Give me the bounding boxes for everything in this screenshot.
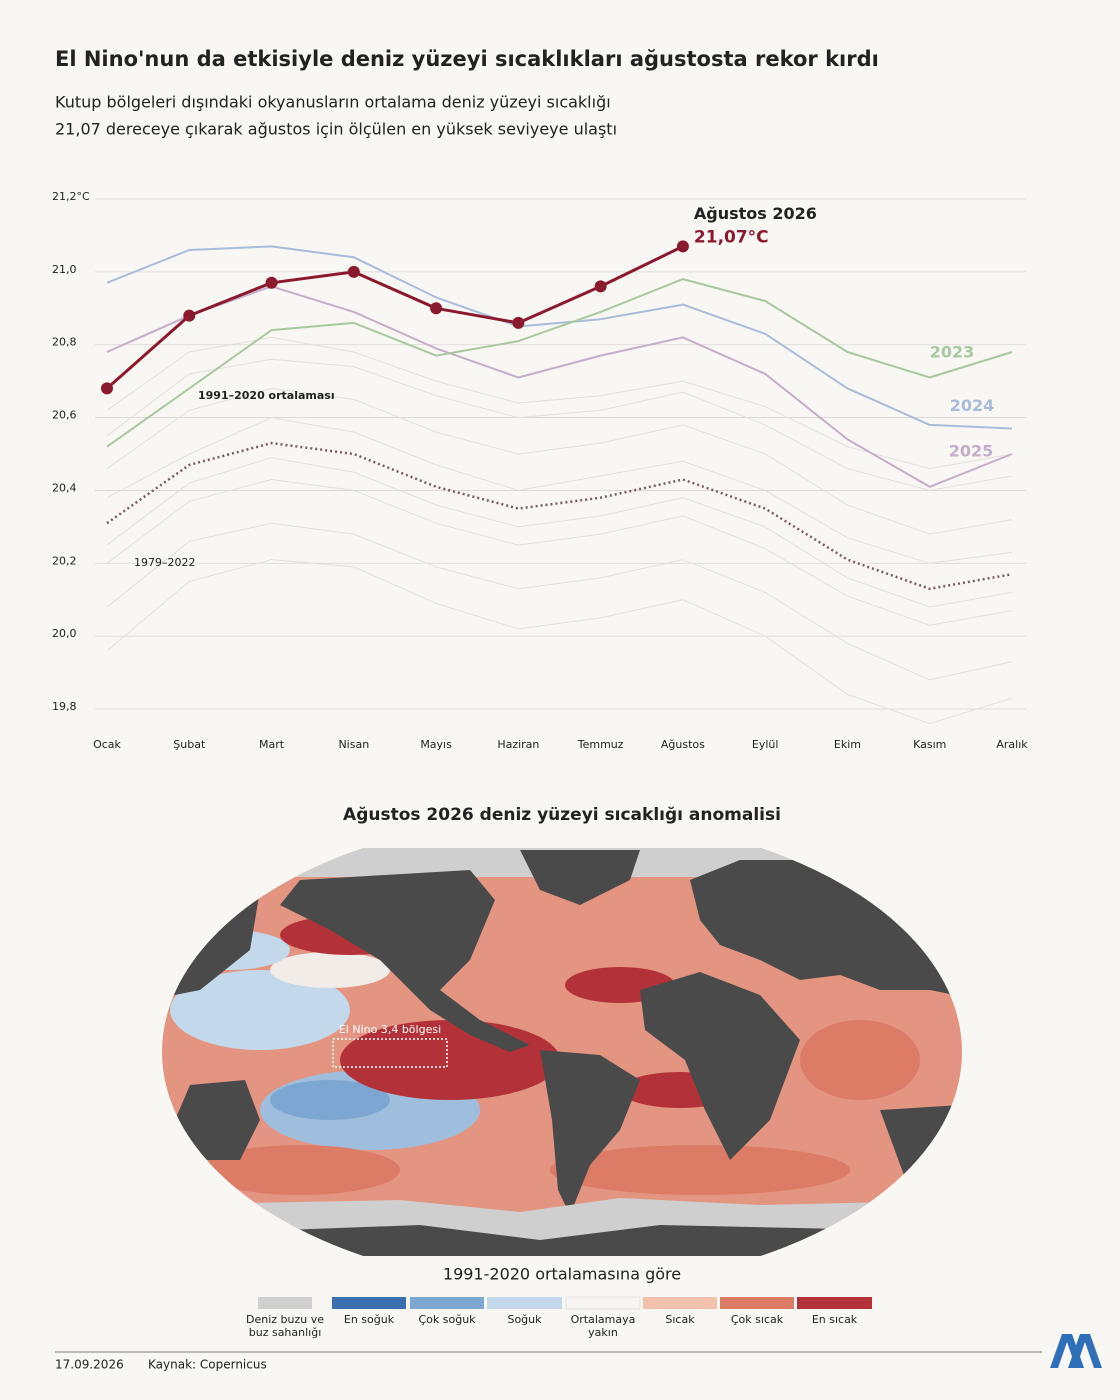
north-america — [280, 870, 530, 1052]
legend-swatch — [797, 1297, 872, 1309]
region-label: El Nino 3,4 bölgesi — [339, 1023, 441, 1036]
source: Kaynak: Copernicus — [148, 1358, 267, 1372]
y-tick-label: 20,6 — [52, 409, 77, 422]
y-tick-label: 19,8 — [52, 700, 77, 713]
legend-label: Sıcak — [665, 1313, 695, 1326]
legend-swatch — [565, 1296, 641, 1310]
antarctica — [162, 1225, 962, 1256]
warm-patch — [550, 1145, 850, 1195]
title: El Nino'nun da etkisiyle deniz yüzeyi sı… — [55, 47, 879, 71]
line-chart: 19,8 20,0 20,2 20,4 20,6 20,8 21,0 21,2°C Ocak Şu… — [52, 190, 1028, 751]
y-tick-label: 20,4 — [52, 481, 77, 494]
australia — [175, 1080, 260, 1160]
y-tick-label: 21,2°C — [52, 190, 90, 203]
near-patch — [270, 952, 390, 988]
x-tick-label: Ağustos — [661, 738, 705, 751]
x-tick-label: Mart — [259, 738, 285, 751]
series-line — [106, 285, 1013, 488]
point — [101, 382, 113, 395]
cold-patch — [270, 1080, 390, 1120]
x-tick-label: Ekim — [834, 738, 861, 751]
background-line — [106, 358, 1013, 491]
warm-patch — [200, 1145, 400, 1195]
legend-label: Soğuk — [507, 1313, 542, 1326]
legend-label: Deniz buzu ve — [246, 1313, 324, 1326]
subtitle: Kutup bölgeleri dışındaki okyanusların o… — [55, 93, 611, 112]
legend-label: Çok sıcak — [731, 1313, 784, 1326]
x-tick-label: Kasım — [913, 738, 946, 751]
point — [183, 309, 196, 322]
point — [594, 280, 607, 293]
x-tick-label: Nisan — [338, 738, 369, 751]
subtitle: 21,07 dereceye çıkarak ağustos için ölçü… — [55, 120, 617, 139]
background-line — [106, 387, 1013, 535]
background-label: 1979–2022 — [134, 556, 196, 569]
greenland — [520, 850, 640, 905]
anomaly-map — [162, 848, 962, 1256]
point — [676, 240, 689, 253]
x-tick-label: Haziran — [497, 738, 539, 751]
legend-label: buz sahanlığı — [249, 1326, 322, 1339]
series-line — [106, 245, 1013, 430]
point — [265, 276, 278, 289]
point — [430, 302, 443, 315]
legend-label: Çok soğuk — [418, 1313, 476, 1326]
legend-swatch — [643, 1297, 717, 1309]
background-line — [106, 457, 1013, 608]
x-tick-label: Temmuz — [577, 738, 624, 751]
legend-swatch — [410, 1297, 484, 1309]
x-tick-label: Eylül — [752, 738, 779, 751]
legend-swatch — [258, 1297, 312, 1309]
value-label: 21,07°C — [694, 227, 769, 247]
logo — [1050, 1334, 1102, 1368]
warm-patch — [800, 1020, 920, 1100]
series-label: 2024 — [950, 396, 995, 415]
series-label: 2025 — [949, 442, 994, 461]
y-tick-label: 20,2 — [52, 554, 77, 567]
legend-label: yakın — [588, 1326, 618, 1339]
legend-label: En soğuk — [344, 1313, 395, 1326]
africa — [640, 972, 800, 1160]
background-line — [106, 478, 1013, 626]
background-line — [106, 522, 1013, 681]
x-tick-label: Ocak — [93, 738, 121, 751]
series-label: 2023 — [930, 343, 975, 362]
legend-swatch — [332, 1297, 406, 1309]
y-tick-label: 20,8 — [52, 336, 77, 349]
x-tick-label: Şubat — [173, 738, 206, 751]
y-tick-label: 21,0 — [52, 263, 77, 276]
el-nino-region — [332, 1038, 448, 1068]
series-annotation: Ağustos 2026 — [694, 204, 817, 223]
background-line — [106, 559, 1013, 725]
series-line — [106, 245, 684, 390]
date: 17.09.2026 — [55, 1358, 124, 1372]
point — [347, 265, 360, 278]
background-line — [106, 417, 1013, 564]
series-line — [106, 441, 1013, 591]
series-label: 1991–2020 ortalaması — [198, 389, 335, 402]
south-america — [540, 1050, 640, 1215]
legend-swatch — [487, 1297, 562, 1309]
point — [512, 316, 525, 329]
y-tick-label: 20,0 — [52, 627, 77, 640]
map-caption: 1991-2020 ortalamasına göre — [443, 1265, 681, 1284]
cold-patch — [170, 970, 350, 1050]
map-title: Ağustos 2026 deniz yüzeyi sıcaklığı anom… — [343, 805, 781, 825]
legend-swatch — [720, 1297, 794, 1309]
antarctic-ice — [162, 1198, 962, 1256]
legend-label: En sıcak — [812, 1313, 858, 1326]
legend-label: Ortalamaya — [571, 1313, 636, 1326]
series-line — [106, 278, 1013, 448]
x-tick-label: Aralık — [996, 738, 1028, 751]
x-tick-label: Mayıs — [420, 738, 452, 751]
